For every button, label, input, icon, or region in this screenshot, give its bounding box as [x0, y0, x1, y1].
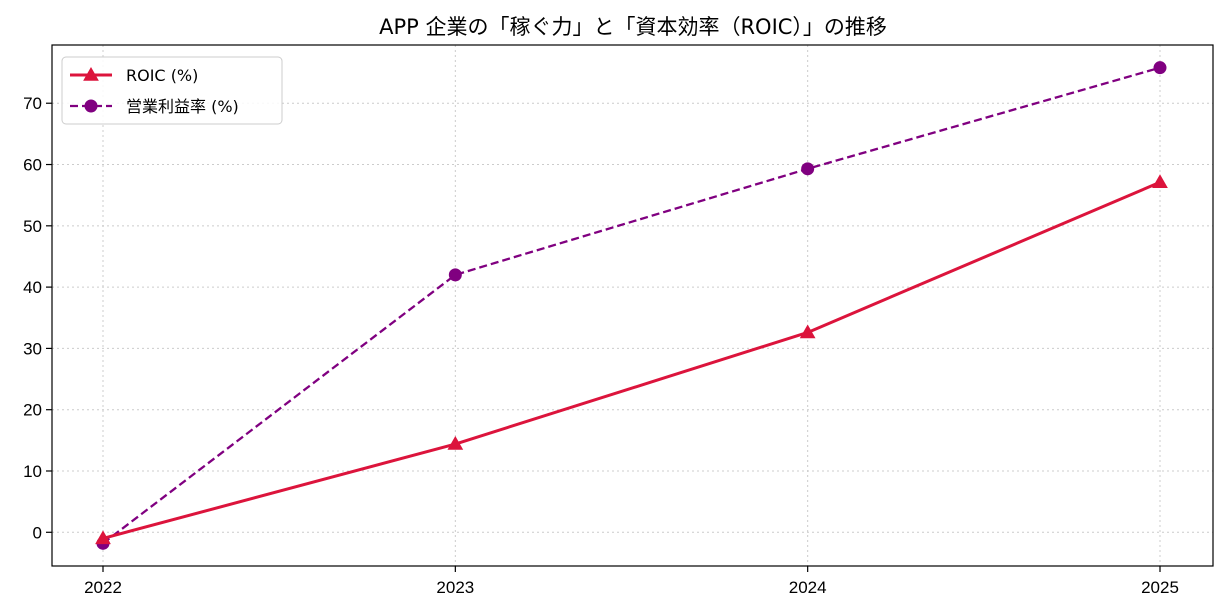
data-point — [799, 324, 816, 339]
grid — [52, 45, 1213, 566]
y-tick-label: 10 — [23, 462, 42, 481]
x-tick-label: 2022 — [84, 578, 122, 597]
y-tick-label: 20 — [23, 401, 42, 420]
data-point — [448, 268, 462, 282]
chart-title: APP 企業の「稼ぐ力」と「資本効率（ROIC）」の推移 — [379, 15, 887, 39]
data-point — [447, 436, 464, 450]
data-point — [1153, 61, 1167, 75]
legend-swatch-marker — [84, 99, 98, 113]
y-tick-label: 70 — [23, 94, 42, 113]
data-point — [801, 162, 815, 176]
legend: ROIC (%) 営業利益率 (%) — [61, 56, 283, 125]
legend-label: 営業利益率 (%) — [126, 97, 239, 116]
x-tick-label: 2024 — [789, 578, 827, 597]
y-tick-label: 60 — [23, 156, 42, 175]
x-tick-label: 2023 — [436, 578, 474, 597]
series-line — [102, 180, 1161, 540]
y-tick-label: 50 — [23, 217, 42, 236]
series-line — [102, 66, 1161, 545]
legend-swatch-marker — [83, 66, 99, 81]
plot-frame — [51, 44, 1214, 567]
axes: 2022 2023 2024 2025 0 10 20 30 40 50 60 70 — [23, 44, 1214, 597]
series-1 — [95, 174, 1168, 545]
x-tick-label: 2025 — [1141, 578, 1179, 597]
data-point — [95, 530, 111, 545]
y-tick-label: 40 — [23, 278, 42, 297]
legend-box — [61, 56, 283, 125]
y-tick-label: 0 — [33, 523, 42, 542]
series-layer — [95, 61, 1168, 550]
data-point — [1152, 174, 1168, 189]
legend-label: ROIC (%) — [126, 66, 198, 85]
series-2 — [96, 61, 1167, 550]
y-tick-label: 30 — [23, 339, 42, 358]
